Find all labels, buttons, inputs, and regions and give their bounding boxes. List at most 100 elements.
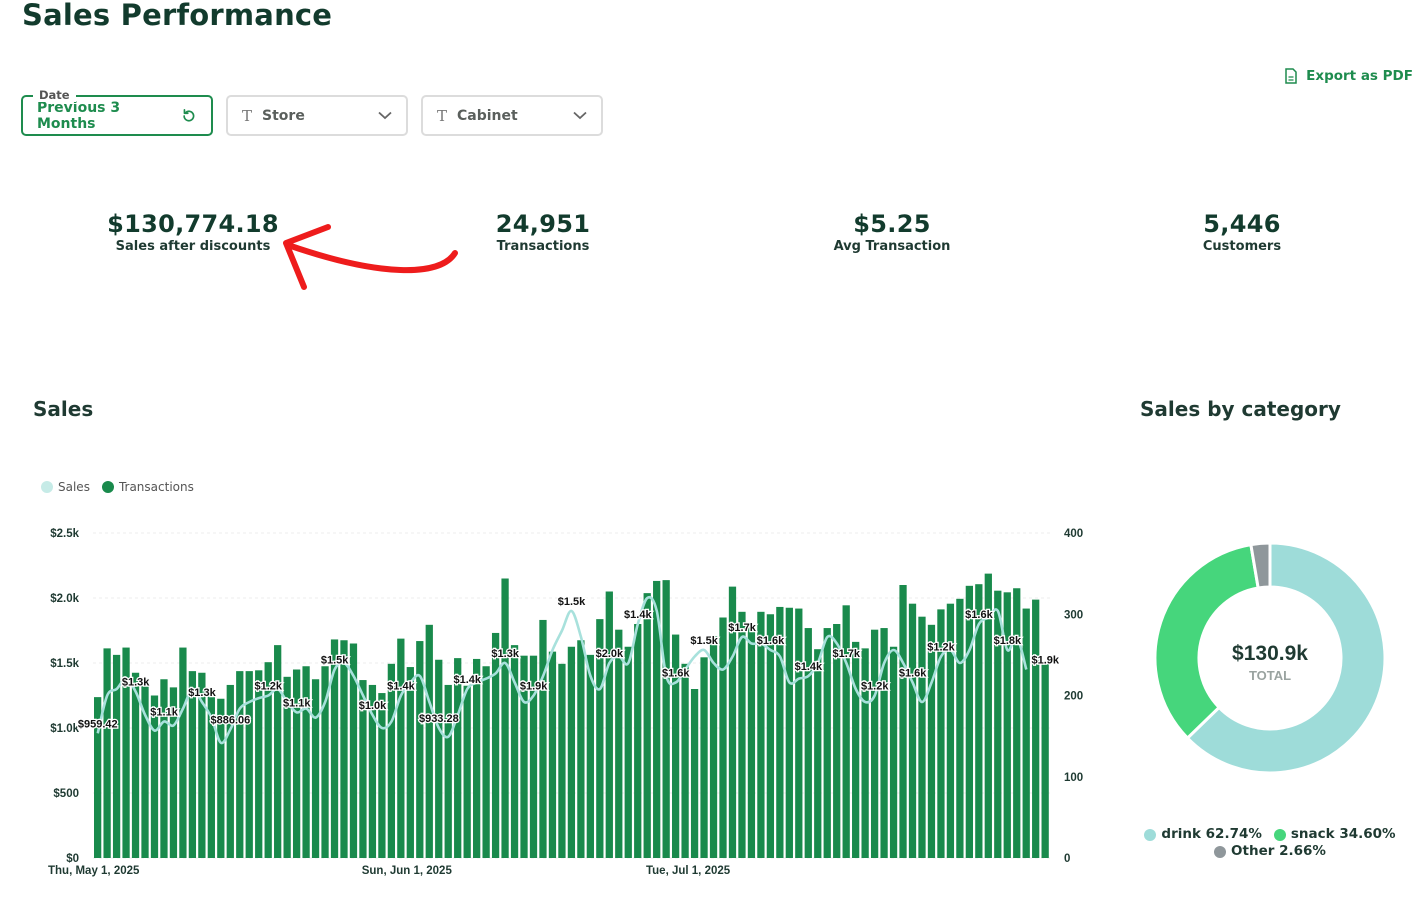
sales-data-label: $1.5k bbox=[558, 596, 586, 608]
transactions-bar bbox=[1032, 599, 1040, 858]
date-filter-value: Previous 3 Months bbox=[37, 99, 121, 132]
transactions-bar bbox=[681, 663, 689, 858]
sales-data-label: $1.2k bbox=[255, 681, 283, 693]
text-type-icon: T bbox=[437, 106, 448, 125]
sales-by-category-chart: $130.9k TOTAL bbox=[1153, 541, 1387, 775]
y-tick-label-right: 200 bbox=[1064, 691, 1083, 703]
transactions-bar bbox=[899, 585, 907, 858]
kpi-label: Avg Transaction bbox=[833, 239, 951, 254]
kpi-customers: 5,446 Customers bbox=[1112, 210, 1372, 254]
transactions-bar bbox=[1003, 592, 1011, 858]
transactions-bar bbox=[378, 693, 386, 858]
transactions-bar bbox=[804, 628, 812, 858]
transactions-bar bbox=[198, 672, 206, 858]
transactions-bar bbox=[634, 624, 642, 858]
date-filter[interactable]: Date Previous 3 Months bbox=[21, 88, 213, 136]
sales-data-label: $1.1k bbox=[283, 697, 311, 709]
transactions-bar bbox=[311, 679, 320, 858]
sales-data-label: $1.2k bbox=[861, 681, 889, 693]
document-icon bbox=[1285, 68, 1297, 84]
transactions-bar bbox=[719, 617, 727, 858]
sales-data-label: $933.28 bbox=[419, 713, 459, 725]
transactions-bar bbox=[908, 603, 917, 858]
transactions-bar bbox=[757, 611, 765, 858]
transactions-bar bbox=[255, 670, 263, 858]
transactions-bar bbox=[520, 655, 528, 858]
cabinet-filter[interactable]: T Cabinet bbox=[421, 95, 603, 136]
transactions-bar bbox=[188, 671, 197, 858]
transactions-bar bbox=[747, 626, 756, 858]
transactions-bar bbox=[368, 684, 377, 858]
transactions-bar bbox=[548, 651, 557, 858]
transactions-bar bbox=[946, 603, 955, 858]
y-tick-label-left: $0 bbox=[66, 853, 79, 865]
transactions-bar bbox=[833, 624, 841, 858]
transactions-bar bbox=[416, 641, 424, 858]
transactions-bar bbox=[406, 667, 414, 858]
date-filter-legend: Date bbox=[33, 88, 76, 102]
transactions-bar bbox=[785, 607, 793, 858]
store-filter[interactable]: T Store bbox=[226, 95, 408, 136]
drink-swatch bbox=[1144, 828, 1157, 841]
transactions-bar bbox=[994, 590, 1002, 858]
kpi-value: $130,774.18 bbox=[107, 210, 279, 238]
legend-label: Transactions bbox=[118, 480, 194, 494]
transactions-bar bbox=[264, 662, 272, 858]
transactions-bar bbox=[482, 666, 490, 858]
legend-item-sales[interactable]: Sales bbox=[41, 480, 90, 494]
transactions-bar bbox=[643, 593, 651, 858]
sales-line bbox=[96, 595, 1028, 745]
donut-slice-drink bbox=[1185, 541, 1387, 775]
legend-item-transactions[interactable]: Transactions bbox=[101, 480, 194, 494]
transactions-bar bbox=[880, 628, 888, 858]
transactions-bar bbox=[624, 646, 632, 858]
legend-item-other[interactable]: Other 2.66% bbox=[1214, 843, 1326, 860]
transactions-bar bbox=[122, 647, 130, 858]
transactions-bar bbox=[1041, 663, 1049, 858]
export-pdf-label: Export as PDF bbox=[1306, 68, 1413, 84]
transactions-bar bbox=[975, 584, 983, 858]
sales-data-label: $1.3k bbox=[122, 677, 150, 689]
transactions-bar bbox=[861, 648, 869, 858]
transactions-bar bbox=[577, 640, 585, 858]
sales-data-label: $1.3k bbox=[188, 687, 216, 699]
reset-icon[interactable] bbox=[181, 108, 197, 124]
sales-data-label: $1.5k bbox=[690, 635, 718, 647]
kpi-label: Sales after discounts bbox=[115, 239, 271, 254]
transactions-bar bbox=[795, 608, 803, 858]
transactions-swatch bbox=[101, 481, 114, 493]
transactions-bar bbox=[984, 573, 992, 858]
transactions-bar bbox=[596, 619, 604, 858]
transactions-bar bbox=[700, 657, 708, 858]
sales-data-label: $1.4k bbox=[624, 609, 652, 621]
transactions-bar bbox=[1022, 608, 1030, 858]
kpi-transactions: 24,951 Transactions bbox=[413, 210, 673, 254]
transactions-bar bbox=[615, 629, 623, 858]
legend-item-snack[interactable]: snack 34.60% bbox=[1273, 826, 1396, 843]
page-title: Sales Performance bbox=[22, 0, 333, 32]
donut-slice-other bbox=[1249, 541, 1272, 590]
legend-label: Other 2.66% bbox=[1231, 843, 1326, 859]
export-pdf-button[interactable]: Export as PDF bbox=[1284, 68, 1413, 84]
transactions-bar bbox=[321, 666, 329, 858]
chevron-down-icon bbox=[573, 111, 587, 120]
x-tick-label: Sun, Jun 1, 2025 bbox=[362, 865, 453, 877]
y-tick-label-right: 400 bbox=[1064, 528, 1083, 540]
transactions-bar bbox=[131, 672, 140, 858]
store-filter-placeholder: Store bbox=[262, 107, 305, 124]
transactions-bar bbox=[444, 684, 452, 858]
transactions-bar bbox=[870, 629, 879, 858]
transactions-bar bbox=[738, 611, 746, 858]
transactions-bar bbox=[302, 666, 310, 858]
transactions-bar bbox=[823, 628, 831, 858]
transactions-bar bbox=[387, 663, 396, 858]
legend-item-drink[interactable]: drink 62.74% bbox=[1144, 826, 1262, 843]
transactions-bar bbox=[529, 655, 538, 858]
transactions-bar bbox=[662, 580, 670, 858]
y-tick-label-right: 300 bbox=[1064, 609, 1083, 621]
y-tick-label-left: $2.0k bbox=[50, 593, 79, 605]
transactions-bar bbox=[842, 605, 850, 858]
transactions-bar bbox=[491, 632, 500, 858]
y-tick-label-right: 0 bbox=[1064, 853, 1070, 865]
sales-data-label: $1.5k bbox=[321, 655, 349, 667]
